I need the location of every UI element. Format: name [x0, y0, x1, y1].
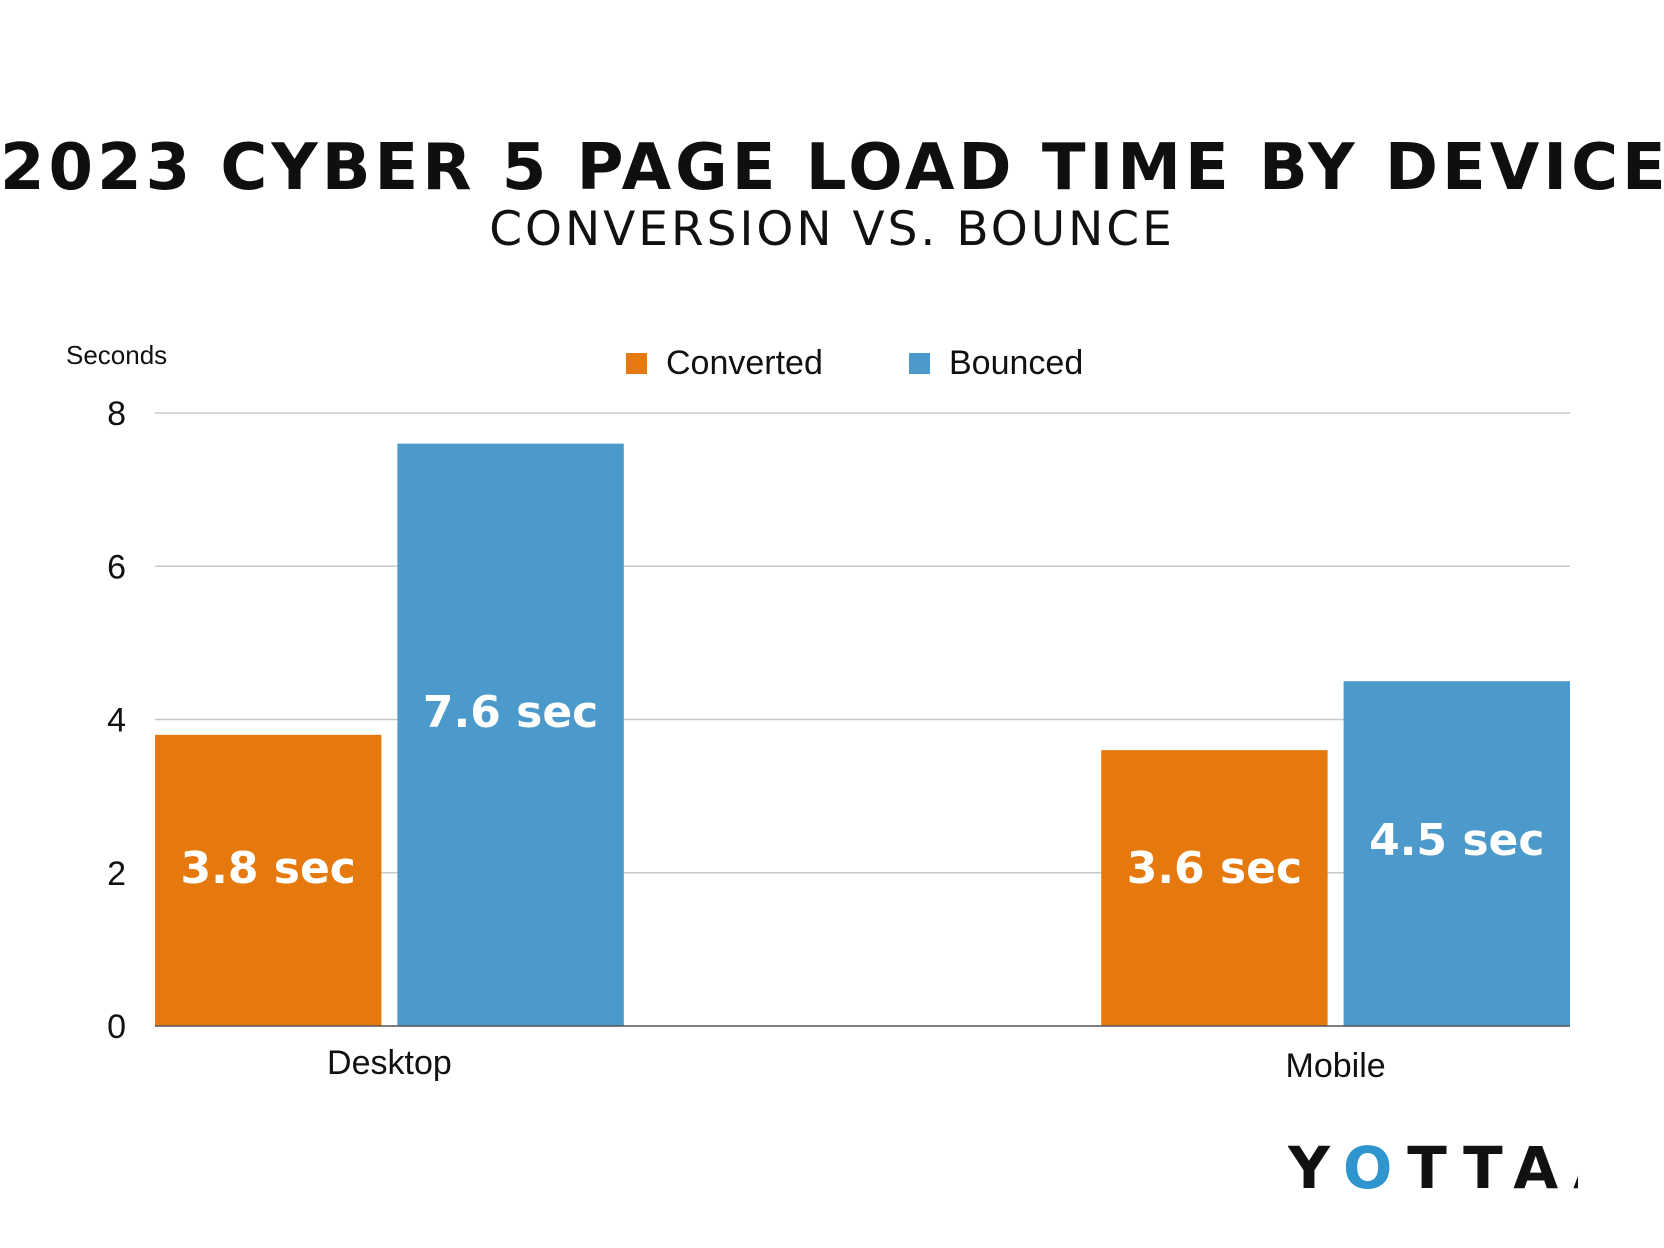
data-label: 4.5 sec — [1369, 815, 1544, 866]
gridlines — [155, 412, 1570, 874]
chart-subtitle: CONVERSION VS. BOUNCE — [489, 202, 1175, 257]
legend-label-bounced: Bounced — [949, 344, 1083, 382]
chart-title: 2023 CYBER 5 PAGE LOAD TIME BY DEVICE — [0, 131, 1664, 205]
x-tick-label: Mobile — [1286, 1047, 1386, 1085]
legend-label-converted: Converted — [666, 344, 823, 382]
yottaa-logo: YOTTAA — [1288, 1134, 1578, 1200]
y-tick-label: 0 — [107, 1008, 126, 1046]
data-label: 7.6 sec — [423, 687, 598, 738]
bar-bounced-desktop — [397, 443, 624, 1026]
data-label: 3.6 sec — [1127, 843, 1302, 894]
legend-swatch-converted — [626, 353, 647, 374]
data-labels: 3.8 sec 7.6 sec 3.6 sec 4.5 sec — [181, 687, 1545, 894]
data-label: 3.8 sec — [181, 843, 356, 894]
bar-converted-desktop — [155, 734, 382, 1026]
y-tick-label: 4 — [107, 702, 126, 740]
bar-converted-mobile — [1101, 750, 1328, 1026]
bar-bounced-mobile — [1343, 681, 1570, 1026]
y-axis-ticks: 0 2 4 6 8 — [107, 395, 126, 1046]
x-tick-label: Desktop — [327, 1044, 452, 1082]
y-tick-label: 6 — [107, 548, 126, 586]
x-axis-ticks: Desktop Mobile — [327, 1044, 1386, 1085]
y-tick-label: 2 — [107, 855, 126, 893]
y-axis-label: Seconds — [66, 340, 167, 370]
legend-swatch-bounced — [909, 353, 930, 374]
legend: Converted Bounced — [626, 344, 1083, 382]
y-tick-label: 8 — [107, 395, 126, 433]
svg-text:YOTTAA: YOTTAA — [1288, 1134, 1578, 1200]
bars — [155, 443, 1570, 1026]
